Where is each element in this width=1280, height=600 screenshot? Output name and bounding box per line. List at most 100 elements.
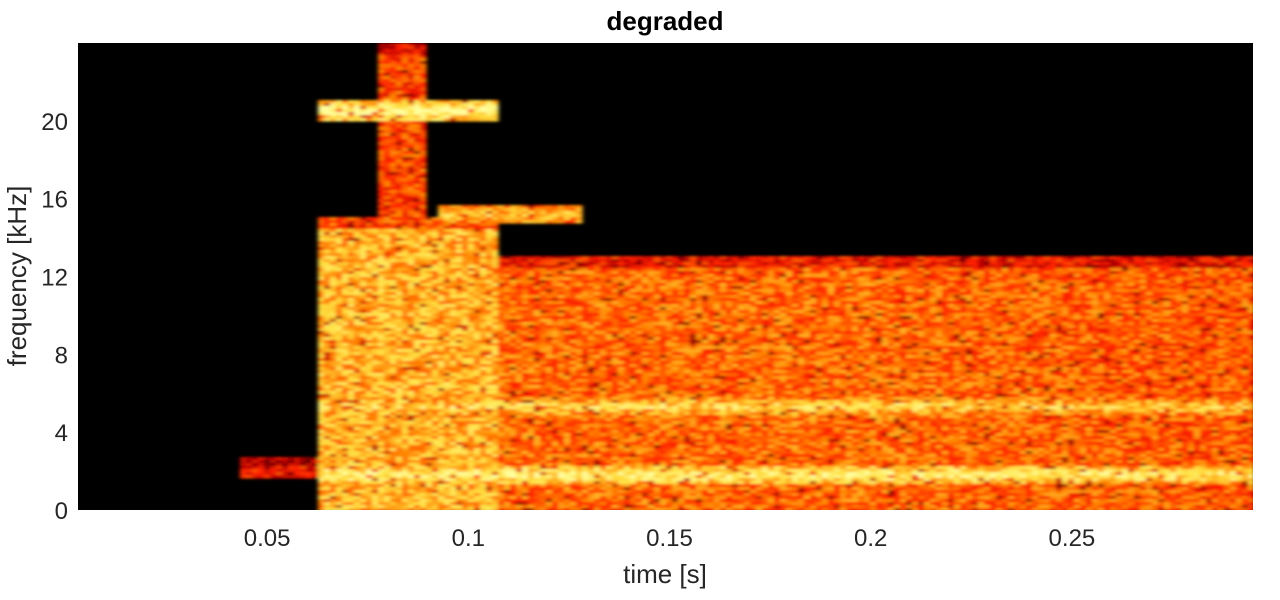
heatmap-cell xyxy=(456,229,463,233)
heatmap-cell xyxy=(348,334,355,338)
heatmap-cell xyxy=(492,454,499,458)
heatmap-cell xyxy=(462,388,469,392)
heatmap-cell xyxy=(318,364,325,368)
heatmap-cell xyxy=(486,250,493,254)
heatmap-cell xyxy=(384,481,391,485)
heatmap-cell xyxy=(402,238,409,242)
heatmap-cell xyxy=(384,487,391,491)
heatmap-cell xyxy=(450,310,457,314)
heatmap-cell xyxy=(318,496,325,500)
heatmap-cell xyxy=(348,268,355,272)
heatmap-cell xyxy=(330,394,337,398)
heatmap-cell xyxy=(288,457,295,461)
heatmap-cell xyxy=(342,427,349,431)
heatmap-cell xyxy=(492,448,499,452)
heatmap-cell xyxy=(462,454,469,458)
heatmap-cell xyxy=(336,460,343,464)
heatmap-cell xyxy=(408,496,415,500)
heatmap-cell xyxy=(492,106,499,110)
heatmap-cell xyxy=(390,43,397,47)
heatmap-cell xyxy=(420,46,427,50)
heatmap-cell xyxy=(384,172,391,176)
heatmap-cell xyxy=(372,301,379,305)
heatmap-cell xyxy=(348,484,355,488)
heatmap-cell xyxy=(408,46,415,50)
heatmap-cell xyxy=(342,253,349,257)
heatmap-cell xyxy=(468,436,475,440)
heatmap-cell xyxy=(372,322,379,326)
heatmap-cell xyxy=(480,226,487,230)
heatmap-cell xyxy=(420,412,427,416)
heatmap-cell xyxy=(318,382,325,386)
heatmap-cell xyxy=(426,271,433,275)
heatmap-cell xyxy=(450,358,457,362)
heatmap-cell xyxy=(396,349,403,353)
heatmap-cell xyxy=(342,457,349,461)
heatmap-cell xyxy=(390,364,397,368)
heatmap-cell xyxy=(390,64,397,68)
heatmap-cell xyxy=(384,340,391,344)
heatmap-cell xyxy=(348,379,355,383)
heatmap-cell xyxy=(474,112,481,116)
heatmap-cell xyxy=(384,427,391,431)
heatmap-layer xyxy=(240,43,1253,510)
heatmap-cell xyxy=(468,268,475,272)
heatmap-cell xyxy=(414,85,421,89)
heatmap-cell xyxy=(348,505,355,509)
heatmap-cell xyxy=(348,118,355,122)
heatmap-cell xyxy=(486,298,493,302)
heatmap-cell xyxy=(372,355,379,359)
heatmap-cell xyxy=(498,490,505,494)
heatmap-cell xyxy=(390,55,397,59)
heatmap-cell xyxy=(330,493,337,497)
heatmap-cell xyxy=(450,472,457,476)
heatmap-cell xyxy=(492,367,499,371)
heatmap-cell xyxy=(408,415,415,419)
heatmap-cell xyxy=(384,397,391,401)
heatmap-cell xyxy=(396,82,403,86)
heatmap-cell xyxy=(450,313,457,317)
heatmap-cell xyxy=(486,334,493,338)
heatmap-cell xyxy=(318,394,325,398)
heatmap-cell xyxy=(396,268,403,272)
heatmap-cell xyxy=(378,433,385,437)
heatmap-cell xyxy=(372,475,379,479)
heatmap-cell xyxy=(414,469,421,473)
heatmap-cell xyxy=(378,505,385,509)
heatmap-cell xyxy=(420,100,427,104)
heatmap-cell xyxy=(420,172,427,176)
heatmap-cell xyxy=(456,325,463,329)
heatmap-cell xyxy=(426,301,433,305)
heatmap-cell xyxy=(474,385,481,389)
heatmap-cell xyxy=(318,298,325,302)
heatmap-cell xyxy=(498,391,505,395)
heatmap-cell xyxy=(504,271,511,275)
heatmap-cell xyxy=(426,379,433,383)
heatmap-cell xyxy=(354,376,361,380)
heatmap-cell xyxy=(342,289,349,293)
heatmap-cell xyxy=(318,328,325,332)
heatmap-cell xyxy=(402,415,409,419)
heatmap-cell xyxy=(390,481,397,485)
heatmap-cell xyxy=(492,214,499,218)
heatmap-cell xyxy=(366,223,373,227)
heatmap-cell xyxy=(396,292,403,296)
heatmap-cell xyxy=(420,64,427,68)
heatmap-cell xyxy=(420,505,427,509)
heatmap-cell xyxy=(414,157,421,161)
heatmap-cell xyxy=(330,409,337,413)
heatmap-cell xyxy=(408,319,415,323)
heatmap-cell xyxy=(480,292,487,296)
heatmap-cell xyxy=(474,478,481,482)
heatmap-cell xyxy=(486,394,493,398)
heatmap-cell xyxy=(480,340,487,344)
heatmap-cell xyxy=(486,280,493,284)
heatmap-cell xyxy=(318,112,325,116)
heatmap-cell xyxy=(420,481,427,485)
heatmap-cell xyxy=(378,349,385,353)
heatmap-cell xyxy=(492,505,499,509)
heatmap-cell xyxy=(438,325,445,329)
heatmap-cell xyxy=(396,187,403,191)
heatmap-cell xyxy=(456,271,463,275)
heatmap-cell xyxy=(354,334,361,338)
